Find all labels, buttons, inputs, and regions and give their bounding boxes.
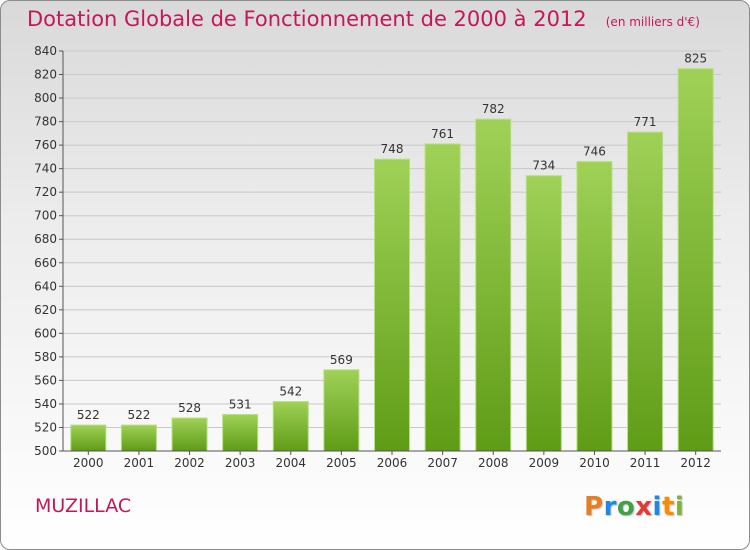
bars [70,68,714,452]
bar [70,424,107,452]
x-tick-label: 2009 [529,456,560,470]
x-tick-label: 2005 [326,456,357,470]
y-tick-label: 720 [34,185,57,199]
x-tick-label: 2003 [225,456,256,470]
logo-letter: t [661,492,675,522]
y-tick-label: 660 [34,256,57,270]
data-label: 761 [431,127,454,141]
logo-letter: r [603,492,617,522]
bar [627,131,664,452]
town-name: MUZILLAC [35,495,132,517]
x-tick-label: 2008 [478,456,509,470]
logo-letter: i [652,492,662,522]
bar [272,401,309,452]
bar [525,175,562,452]
y-tick-label: 760 [34,138,57,152]
y-tick-label: 520 [34,420,57,434]
x-tick-label: 2002 [174,456,205,470]
logo-letter: P [584,492,604,522]
data-label: 825 [684,52,707,66]
data-label: 569 [330,353,353,367]
bar [576,161,613,452]
y-tick-label: 500 [34,444,57,458]
data-label: 746 [583,145,606,159]
data-label: 528 [178,401,201,415]
bar [424,143,461,452]
data-label: 542 [279,385,302,399]
y-tick-label: 540 [34,397,57,411]
title-row: Dotation Globale de Fonctionnement de 20… [27,7,700,31]
x-tick-label: 2000 [73,456,104,470]
logo-letter: i [674,492,685,522]
bar [323,369,360,452]
x-tick-label: 2010 [579,456,610,470]
y-tick-label: 820 [34,68,57,82]
bar [677,68,714,452]
proxiti-logo: Proxiti [584,492,684,522]
data-labels: 522 522 528 531 542 569 748 761 782 734 746 771 825 [77,52,707,422]
x-tick-label: 2007 [427,456,458,470]
x-tick-label: 2001 [124,456,155,470]
y-tick-label: 680 [34,232,57,246]
x-tick-label: 2012 [680,456,711,470]
chart-title: Dotation Globale de Fonctionnement de 20… [27,7,587,31]
data-label: 522 [77,408,100,422]
y-tick-label: 700 [34,209,57,223]
y-tick-label: 580 [34,350,57,364]
logo-letter: o [616,492,636,522]
bar [374,158,410,452]
bar [171,417,208,452]
x-tick-label: 2011 [630,456,661,470]
bar [475,118,512,452]
x-tick-labels: 2000 2001 2002 2003 2004 2005 2006 2007 2008 2009… [73,451,711,470]
y-tick-label: 780 [34,115,57,129]
y-tick-label: 840 [34,44,57,58]
bar [222,414,259,452]
logo-letter: x [635,492,653,522]
y-tick-label: 600 [34,326,57,340]
bar [120,424,157,452]
x-tick-label: 2006 [377,456,408,470]
y-tick-label: 620 [34,303,57,317]
data-label: 782 [482,102,505,116]
chart-subtitle: (en milliers d'€) [605,15,700,29]
y-tick-label: 800 [34,91,57,105]
data-label: 748 [381,142,404,156]
y-tick-labels: 500 520 540 560 580 600 620 640 660 680 700 720 740 7… [34,44,63,458]
data-label: 771 [634,115,657,129]
data-label: 734 [532,159,555,173]
data-label: 522 [127,408,150,422]
y-tick-label: 560 [34,373,57,387]
data-label: 531 [229,398,252,412]
x-tick-label: 2004 [275,456,306,470]
y-tick-label: 740 [34,162,57,176]
y-tick-label: 640 [34,279,57,293]
